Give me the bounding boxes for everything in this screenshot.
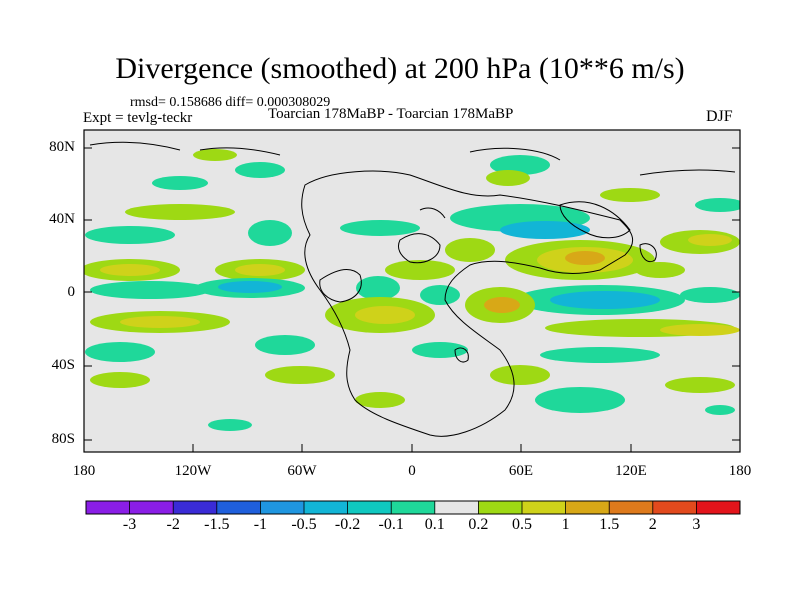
colorbar-label: 0.5 [512, 516, 532, 533]
colorbar-swatch [434, 501, 479, 514]
colorbar-swatch [522, 501, 567, 514]
colorbar-label: -0.2 [334, 516, 361, 533]
colorbar-swatch [696, 501, 741, 514]
colorbar-swatch [478, 501, 523, 514]
lat-label-80s: 80S [51, 431, 75, 447]
lon-label-60w: 60W [287, 463, 317, 479]
colorbar-label: -1.5 [204, 516, 230, 533]
divergence-field [84, 149, 740, 431]
comparison-label: Toarcian 178MaBP - Toarcian 178MaBP [268, 106, 514, 122]
colorbar-swatch [609, 501, 654, 514]
colorbar-label: 3 [692, 516, 701, 533]
colorbar-swatch [347, 501, 392, 514]
lon-label-120w: 120W [174, 463, 212, 479]
colorbar-swatch [652, 501, 697, 514]
map-title: Divergence (smoothed) at 200 hPa (10**6 … [115, 52, 685, 85]
colorbar-swatch [391, 501, 436, 514]
colorbar-swatch [216, 501, 261, 514]
colorbar-label: -1 [253, 516, 268, 533]
lat-tick-marks [84, 147, 740, 441]
colorbar-swatch [565, 501, 610, 514]
lon-label-60e: 60E [508, 463, 534, 479]
lat-label-0: 0 [67, 284, 76, 300]
colorbar [85, 500, 741, 515]
colorbar-swatch [86, 501, 131, 514]
colorbar-label: -0.5 [291, 516, 317, 533]
experiment-label: Expt = tevlg-teckr [83, 110, 193, 126]
rmsd-diff-stats: rmsd= 0.158686 diff= 0.000308029 [130, 95, 331, 110]
colorbar-frame [85, 500, 741, 515]
colorbar-swatch [260, 501, 305, 514]
colorbar-label: 0.2 [468, 516, 489, 533]
lon-label-180w: 180 [72, 463, 96, 479]
lat-label-40n: 40N [49, 211, 75, 227]
lon-tick-marks [83, 444, 741, 452]
colorbar-label: -0.1 [378, 516, 404, 533]
lat-label-80n: 80N [49, 139, 75, 155]
colorbar-label: 2 [648, 516, 657, 533]
lat-label-40s: 40S [51, 357, 75, 373]
lon-label-120e: 120E [615, 463, 647, 479]
colorbar-swatch [304, 501, 349, 514]
colorbar-swatch [129, 501, 174, 514]
lon-label-180e: 180 [728, 463, 752, 479]
colorbar-label: -3 [122, 516, 137, 533]
colorbar-label: 0.1 [424, 516, 445, 533]
colorbar-label: -2 [166, 516, 180, 533]
colorbar-label: 1 [561, 516, 570, 533]
colorbar-label: 1.5 [599, 516, 620, 533]
coastlines [89, 141, 736, 437]
colorbar-swatch [173, 501, 218, 514]
season-label: DJF [706, 108, 733, 125]
lon-label-0: 0 [408, 463, 416, 479]
